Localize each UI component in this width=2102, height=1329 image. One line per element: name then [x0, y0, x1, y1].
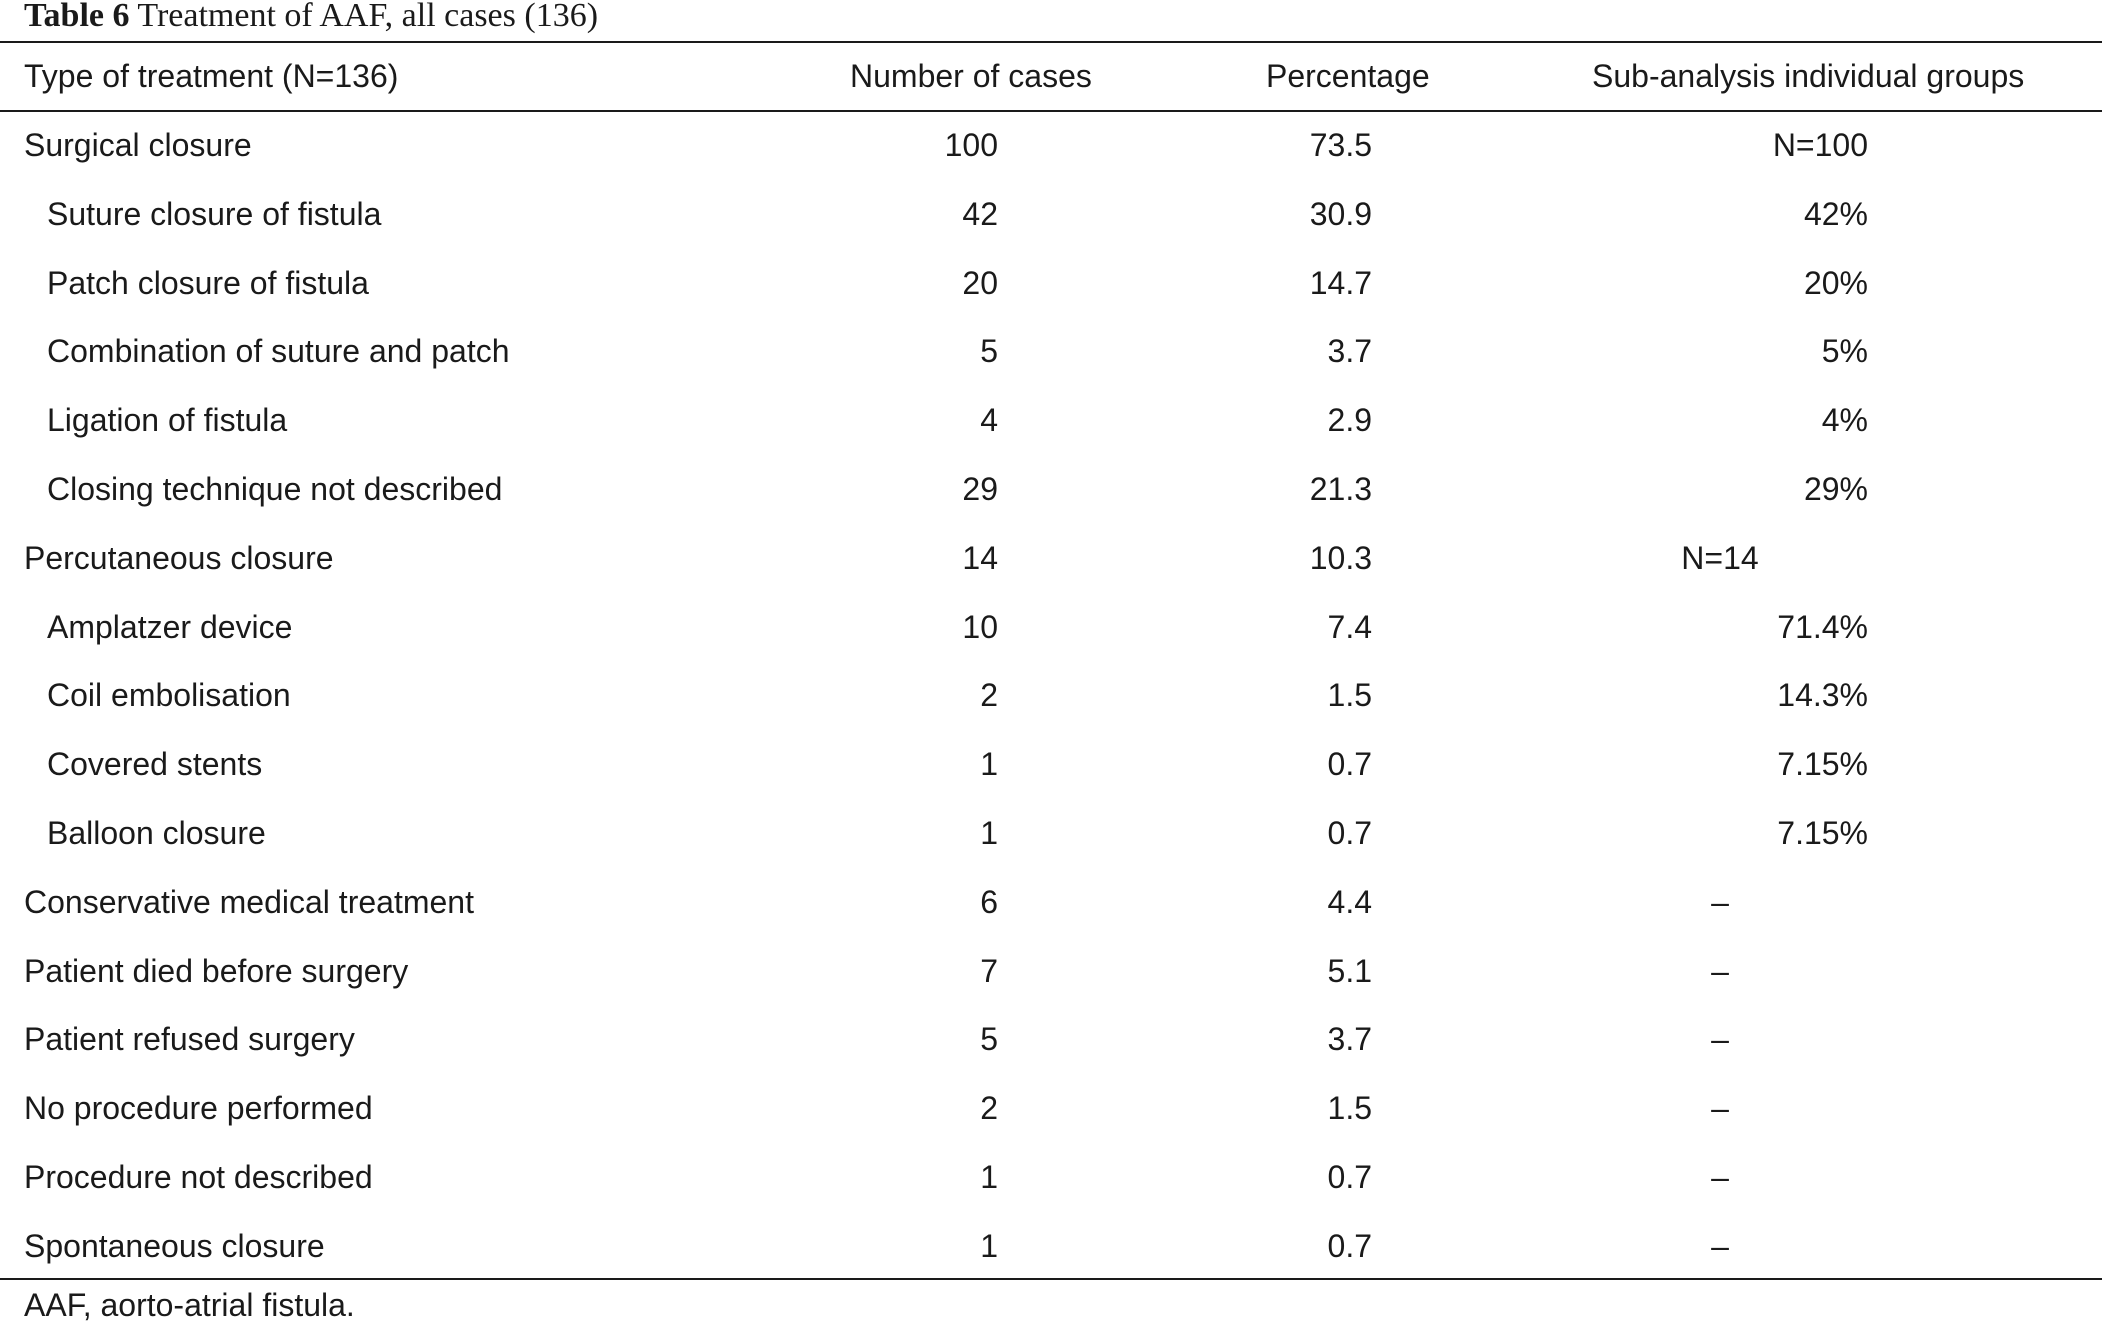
table-row: Coil embolisation 2 1.5 14.3%	[0, 661, 2102, 730]
table-row: Percutaneous closure 14 10.3 N=14	[0, 524, 2102, 593]
cell-number-of-cases: 1	[980, 1227, 998, 1264]
table-row: Patch closure of fistula 20 14.7 20%	[0, 249, 2102, 318]
cell-percentage: 0.7	[1327, 1227, 1372, 1264]
header-number-of-cases: Number of cases	[850, 58, 1092, 94]
cell-type-of-treatment: Spontaneous closure	[24, 1227, 325, 1264]
cell-sub-analysis: –	[1711, 883, 1729, 920]
cell-number-of-cases: 1	[980, 1159, 998, 1195]
header-percentage: Percentage	[1266, 58, 1430, 94]
cell-percentage: 5.1	[1327, 952, 1372, 989]
table-row: Suture closure of fistula 42 30.9 42%	[0, 180, 2102, 249]
cell-type-of-treatment: Surgical closure	[24, 127, 252, 163]
cell-type-of-treatment: Covered stents	[47, 746, 263, 783]
cell-type-of-treatment: Procedure not described	[24, 1159, 373, 1195]
table-row: Patient died before surgery 7 5.1 –	[0, 937, 2102, 1006]
cell-number-of-cases: 7	[980, 952, 998, 989]
header-rule	[0, 110, 2102, 112]
cell-number-of-cases: 4	[980, 402, 998, 439]
cell-sub-analysis: 14.3%	[1777, 677, 1868, 714]
cell-type-of-treatment: Closing technique not described	[47, 471, 503, 507]
cell-number-of-cases: 42	[962, 195, 998, 232]
table-row: Ligation of fistula 4 2.9 4%	[0, 386, 2102, 455]
cell-number-of-cases: 5	[980, 1021, 998, 1058]
cell-number-of-cases: 6	[980, 883, 998, 920]
cell-number-of-cases: 100	[944, 127, 998, 163]
table-caption-label: Table 6	[24, 0, 130, 34]
cell-percentage: 0.7	[1327, 746, 1372, 783]
cell-sub-analysis: 42%	[1803, 195, 1868, 232]
header-sub-analysis: Sub-analysis individual groups	[1592, 58, 2025, 94]
table-row: Surgical closure 100 73.5 N=100	[0, 111, 2102, 180]
table-row: Spontaneous closure 1 0.7 –	[0, 1212, 2102, 1281]
cell-sub-analysis: –	[1711, 1159, 1729, 1195]
cell-sub-analysis: 20%	[1803, 264, 1868, 301]
cell-sub-analysis: 7.15%	[1777, 746, 1868, 783]
cell-number-of-cases: 29	[962, 471, 998, 507]
table-row: Closing technique not described 29 21.3 29%	[0, 455, 2102, 524]
cell-percentage: 30.9	[1309, 195, 1372, 232]
cell-number-of-cases: 14	[962, 539, 998, 576]
cell-number-of-cases: 1	[980, 746, 998, 783]
cell-type-of-treatment: Patch closure of fistula	[47, 264, 369, 301]
cell-percentage: 73.5	[1309, 127, 1372, 163]
cell-type-of-treatment: Combination of suture and patch	[47, 333, 510, 370]
cell-sub-analysis: 4%	[1821, 402, 1868, 439]
top-rule	[0, 41, 2102, 43]
header-type-of-treatment: Type of treatment (N=136)	[24, 58, 399, 94]
cell-type-of-treatment: Percutaneous closure	[24, 539, 334, 576]
cell-type-of-treatment: Suture closure of fistula	[47, 195, 382, 232]
cell-sub-analysis: 29%	[1803, 471, 1868, 507]
cell-percentage: 14.7	[1309, 264, 1372, 301]
table-row: Combination of suture and patch 5 3.7 5%	[0, 317, 2102, 386]
cell-sub-analysis: –	[1711, 1227, 1729, 1264]
table-row: Balloon closure 1 0.7 7.15%	[0, 799, 2102, 868]
table-row: Amplatzer device 10 7.4 71.4%	[0, 593, 2102, 662]
cell-sub-analysis: –	[1711, 1021, 1729, 1058]
cell-percentage: 2.9	[1327, 402, 1372, 439]
cell-sub-analysis: 71.4%	[1777, 608, 1868, 645]
cell-type-of-treatment: Ligation of fistula	[47, 402, 288, 439]
cell-type-of-treatment: Patient refused surgery	[24, 1021, 355, 1058]
table-footnote: AAF, aorto-atrial fistula.	[24, 1287, 355, 1323]
cell-percentage: 1.5	[1327, 1090, 1372, 1127]
cell-percentage: 1.5	[1327, 677, 1372, 714]
table-row: Conservative medical treatment 6 4.4 –	[0, 868, 2102, 937]
table-caption: Table 6 Treatment of AAF, all cases (136…	[24, 0, 598, 38]
cell-type-of-treatment: No procedure performed	[24, 1090, 373, 1127]
cell-number-of-cases: 5	[980, 333, 998, 370]
cell-sub-analysis: –	[1711, 952, 1729, 989]
table-row: Procedure not described 1 0.7 –	[0, 1143, 2102, 1212]
cell-type-of-treatment: Conservative medical treatment	[24, 883, 474, 920]
cell-sub-analysis: N=100	[1772, 127, 1868, 163]
table-row: Covered stents 1 0.7 7.15%	[0, 730, 2102, 799]
cell-percentage: 7.4	[1327, 608, 1372, 645]
cell-number-of-cases: 10	[962, 608, 998, 645]
cell-percentage: 3.7	[1327, 333, 1372, 370]
cell-percentage: 0.7	[1327, 815, 1372, 851]
cell-number-of-cases: 1	[980, 815, 998, 851]
cell-type-of-treatment: Amplatzer device	[47, 608, 293, 645]
table-caption-text: Treatment of AAF, all cases (136)	[137, 0, 599, 34]
cell-sub-analysis: 7.15%	[1777, 815, 1868, 851]
bottom-rule	[0, 1278, 2102, 1280]
table-header-row: Type of treatment (N=136) Number of case…	[0, 42, 2102, 111]
cell-percentage: 21.3	[1309, 471, 1372, 507]
cell-percentage: 10.3	[1309, 539, 1372, 576]
cell-sub-analysis: 5%	[1821, 333, 1868, 370]
cell-percentage: 4.4	[1327, 883, 1372, 920]
cell-type-of-treatment: Balloon closure	[47, 815, 266, 851]
cell-type-of-treatment: Coil embolisation	[47, 677, 291, 714]
cell-number-of-cases: 20	[962, 264, 998, 301]
cell-percentage: 3.7	[1327, 1021, 1372, 1058]
cell-number-of-cases: 2	[980, 677, 998, 714]
cell-sub-analysis: N=14	[1681, 539, 1759, 576]
table-row: Patient refused surgery 5 3.7 –	[0, 1005, 2102, 1074]
cell-sub-analysis: –	[1711, 1090, 1729, 1127]
cell-number-of-cases: 2	[980, 1090, 998, 1127]
table-row: No procedure performed 2 1.5 –	[0, 1074, 2102, 1143]
cell-percentage: 0.7	[1327, 1159, 1372, 1195]
cell-type-of-treatment: Patient died before surgery	[24, 952, 409, 989]
